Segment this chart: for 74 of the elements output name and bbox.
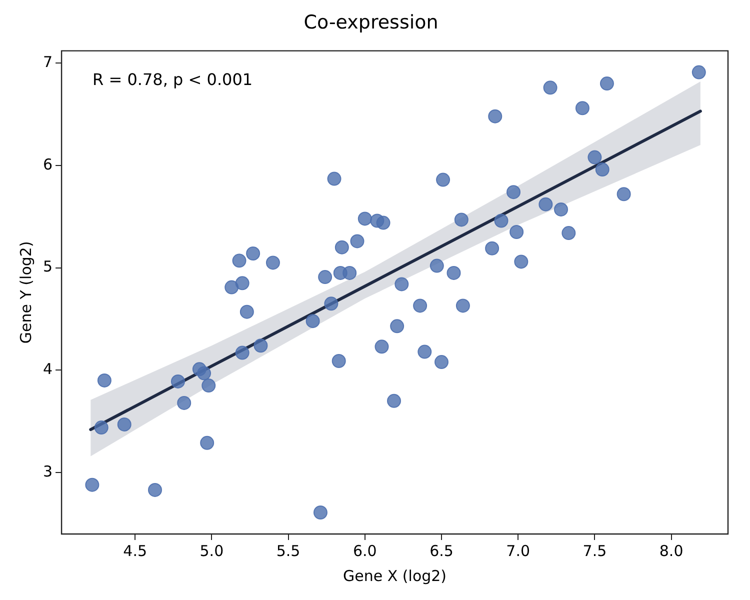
point bbox=[318, 270, 332, 284]
point bbox=[543, 80, 558, 95]
point bbox=[306, 314, 320, 328]
x-axis-title: Gene X (log2) bbox=[343, 566, 447, 585]
point bbox=[94, 420, 108, 435]
y-tick-label: 4 bbox=[42, 360, 53, 378]
x-tick-label: 7.0 bbox=[506, 542, 530, 560]
point bbox=[488, 109, 502, 124]
point bbox=[595, 162, 610, 177]
point bbox=[327, 172, 342, 186]
point bbox=[514, 254, 528, 269]
point bbox=[692, 65, 706, 80]
point bbox=[506, 185, 521, 200]
point bbox=[342, 266, 357, 280]
point bbox=[510, 225, 524, 239]
point bbox=[390, 319, 404, 334]
point bbox=[600, 76, 614, 91]
point bbox=[266, 256, 280, 270]
point bbox=[332, 354, 346, 368]
annotation: R = 0.78, p < 0.001 bbox=[92, 70, 253, 89]
point bbox=[313, 506, 328, 520]
point bbox=[200, 436, 214, 450]
point bbox=[97, 373, 112, 388]
point bbox=[246, 246, 260, 260]
point bbox=[254, 338, 268, 353]
x-tick-label: 6.0 bbox=[352, 542, 377, 560]
y-tick-label: 5 bbox=[42, 258, 53, 276]
point bbox=[430, 258, 444, 273]
point bbox=[454, 212, 468, 227]
point bbox=[413, 298, 428, 313]
point bbox=[494, 214, 508, 228]
point bbox=[117, 417, 132, 432]
point bbox=[394, 277, 409, 292]
point bbox=[562, 226, 576, 240]
point bbox=[418, 344, 432, 359]
x-tick-label: 6.5 bbox=[430, 542, 454, 560]
point bbox=[334, 240, 349, 254]
point bbox=[456, 298, 470, 313]
point bbox=[376, 216, 390, 230]
y-tick-label: 6 bbox=[42, 155, 53, 174]
y-tick-label: 7 bbox=[42, 52, 53, 71]
point bbox=[235, 276, 250, 290]
point bbox=[324, 296, 338, 311]
point bbox=[538, 197, 553, 212]
point bbox=[177, 396, 192, 410]
point bbox=[240, 304, 254, 319]
point bbox=[446, 266, 461, 280]
y-tick-label: 3 bbox=[42, 462, 53, 480]
point bbox=[148, 482, 162, 497]
x-tick-label: 7.5 bbox=[582, 542, 607, 560]
point bbox=[197, 366, 212, 380]
point bbox=[588, 150, 602, 164]
point bbox=[202, 378, 216, 393]
x-tick-label: 5.0 bbox=[200, 542, 224, 560]
point bbox=[374, 340, 389, 354]
point bbox=[575, 101, 590, 116]
point bbox=[224, 280, 239, 294]
chart-title: Co-expression bbox=[304, 11, 438, 34]
point bbox=[616, 187, 631, 202]
point bbox=[436, 172, 450, 187]
point bbox=[554, 202, 568, 216]
point bbox=[387, 394, 402, 408]
point bbox=[232, 254, 246, 268]
point bbox=[170, 374, 185, 388]
point bbox=[85, 478, 100, 492]
y-axis-title: Gene Y (log2) bbox=[16, 241, 35, 344]
x-tick-label: 4.5 bbox=[123, 542, 148, 560]
point bbox=[235, 346, 250, 360]
x-tick-label: 8.0 bbox=[659, 542, 684, 560]
point bbox=[358, 212, 372, 226]
point bbox=[350, 234, 364, 248]
point bbox=[485, 241, 500, 256]
point bbox=[434, 355, 448, 370]
x-tick-label: 5.5 bbox=[276, 542, 300, 560]
